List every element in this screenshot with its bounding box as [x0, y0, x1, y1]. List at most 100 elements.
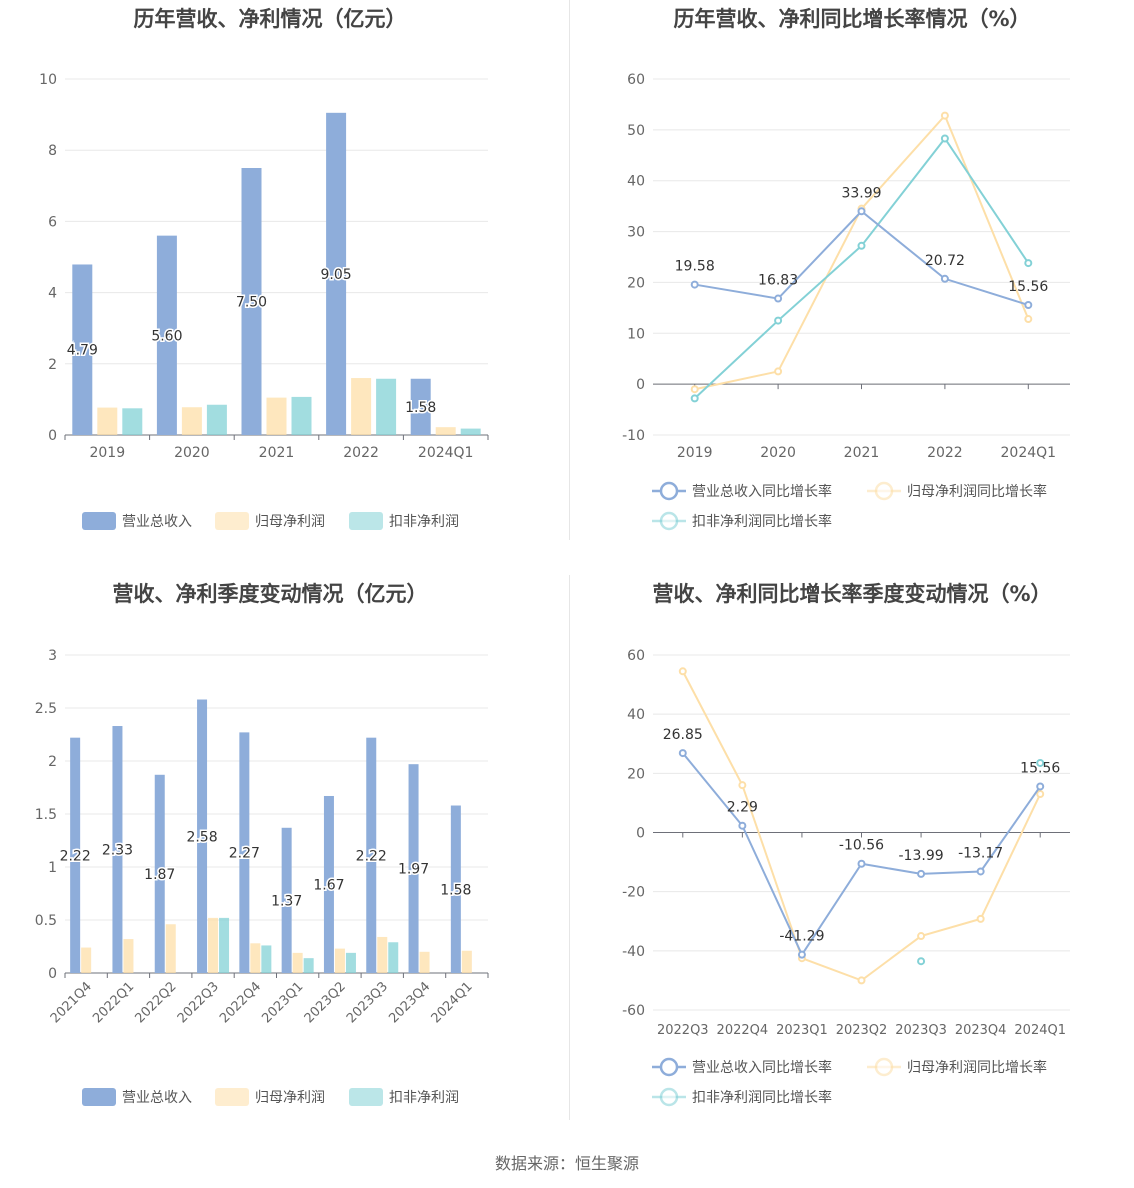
x-tick-label: 2022Q1 — [90, 979, 137, 1026]
y-tick-label: 10 — [39, 72, 57, 88]
data-source-note: 数据来源：恒生聚源 — [494, 1154, 639, 1173]
y-tick-label: 2.5 — [35, 701, 57, 717]
series-point-2 — [774, 316, 783, 325]
x-tick-label: 2022Q3 — [657, 1023, 709, 1038]
series-point-0 — [678, 749, 687, 758]
data-label: 4.79 — [67, 343, 98, 359]
bar-net-profit — [377, 936, 388, 973]
bar-deducted-profit — [291, 396, 312, 435]
y-tick-label: -40 — [622, 944, 645, 960]
x-tick-label: 2023Q2 — [836, 1023, 888, 1038]
bar-net-profit — [435, 427, 456, 435]
data-label: -41.29 — [779, 929, 824, 945]
x-tick-label: 2019 — [677, 445, 713, 461]
data-label: 15.56 — [1008, 279, 1048, 295]
y-tick-label: 0 — [48, 966, 57, 982]
bar-revenue — [241, 168, 262, 435]
series-line-1 — [681, 670, 1042, 982]
series-point-2 — [917, 957, 926, 966]
bar-revenue — [450, 805, 461, 973]
y-tick-label: 40 — [627, 707, 645, 723]
series-point-1 — [940, 111, 949, 120]
bar-net-profit — [461, 950, 472, 973]
bar-net-profit — [97, 407, 118, 435]
bar-revenue — [70, 737, 81, 973]
data-label: 7.50 — [236, 295, 267, 311]
y-tick-label: 20 — [627, 766, 645, 782]
chart-title: 营收、净利同比增长率季度变动情况（%） — [652, 582, 1051, 606]
x-tick-label: 2023Q1 — [259, 979, 306, 1026]
legend-marker — [659, 511, 679, 531]
legend-swatch — [349, 512, 383, 530]
series-point-2 — [940, 134, 949, 143]
bar-net-profit — [208, 917, 219, 973]
x-tick-label: 2024Q1 — [429, 979, 476, 1026]
bar-net-profit — [419, 951, 430, 973]
data-label: 1.58 — [440, 882, 471, 898]
y-tick-label: 0 — [636, 826, 645, 842]
x-tick-label: 2022Q4 — [217, 979, 264, 1026]
series-point-1 — [857, 976, 866, 985]
series-point-1 — [690, 385, 699, 394]
series-point-2 — [857, 241, 866, 250]
x-tick-label: 2022Q3 — [175, 979, 222, 1026]
chart-title: 历年营收、净利同比增长率情况（%） — [673, 7, 1030, 31]
chart-title: 历年营收、净利情况（亿元） — [134, 7, 407, 31]
y-tick-label: 1.5 — [35, 807, 57, 823]
x-tick-label: 2024Q1 — [1001, 445, 1057, 461]
data-label: 1.67 — [313, 877, 344, 893]
legend-marker — [659, 481, 679, 501]
bar-deducted-profit — [261, 945, 272, 973]
data-label: 2.22 — [356, 848, 387, 864]
series-point-0 — [797, 950, 806, 959]
x-tick-label: 2019 — [89, 445, 125, 461]
bar-deducted-profit — [122, 408, 143, 435]
series-point-0 — [774, 294, 783, 303]
series-point-0 — [857, 207, 866, 216]
bar-deducted-profit — [376, 378, 397, 435]
series-point-2 — [690, 394, 699, 403]
bar-deducted-profit — [345, 952, 356, 973]
x-tick-label: 2021 — [844, 445, 880, 461]
bar-net-profit — [250, 943, 261, 973]
series-point-1 — [678, 667, 687, 676]
legend-label: 归母净利润 — [255, 1089, 325, 1106]
legend-marker — [659, 1087, 679, 1107]
data-label: -13.17 — [958, 845, 1003, 861]
bar-revenue — [197, 699, 208, 973]
bar-net-profit — [351, 378, 372, 435]
series-point-0 — [976, 867, 985, 876]
series-point-1 — [1036, 790, 1045, 799]
y-tick-label: 8 — [48, 143, 57, 159]
series-line-1 — [694, 113, 1030, 391]
legend-label: 营业总收入同比增长率 — [692, 1059, 832, 1076]
bar-net-profit — [81, 947, 92, 973]
bar-revenue — [408, 764, 419, 973]
series-point-0 — [857, 859, 866, 868]
data-label: 1.37 — [271, 893, 302, 909]
y-tick-label: 60 — [627, 72, 645, 88]
data-label: 1.97 — [398, 862, 429, 878]
series-point-1 — [738, 781, 747, 790]
bar-deducted-profit — [303, 958, 314, 973]
legend-label: 扣非净利润 — [389, 514, 459, 530]
bar-revenue — [239, 732, 250, 973]
legend-label: 营业总收入 — [122, 1090, 192, 1106]
x-tick-label: 2024Q1 — [418, 445, 474, 461]
bar-revenue — [281, 827, 292, 973]
annual-growth-rate-chart: 历年营收、净利同比增长率情况（%） -10 0 10 20 30 40 50 60 2019 202… — [570, 0, 1134, 545]
x-tick-label: 2024Q1 — [1014, 1023, 1066, 1038]
legend-label: 扣非净利润同比增长率 — [692, 1089, 832, 1106]
bar-net-profit — [181, 407, 202, 435]
series-point-0 — [1024, 301, 1033, 310]
y-tick-label: 0.5 — [35, 913, 57, 929]
legend-label: 扣非净利润 — [389, 1090, 459, 1106]
x-tick-label: 2021Q4 — [48, 979, 95, 1026]
series-point-0 — [738, 821, 747, 830]
x-tick-label: 2020 — [760, 445, 796, 461]
series-point-1 — [1024, 315, 1033, 324]
quarterly-growth-rate-chart: 营收、净利同比增长率季度变动情况（%） -60 -40 -20 0 20 40 60 2022Q… — [570, 575, 1134, 1120]
y-tick-label: 40 — [627, 174, 645, 190]
legend-label: 扣非净利润同比增长率 — [692, 513, 832, 530]
x-tick-label: 2023Q2 — [302, 979, 349, 1026]
